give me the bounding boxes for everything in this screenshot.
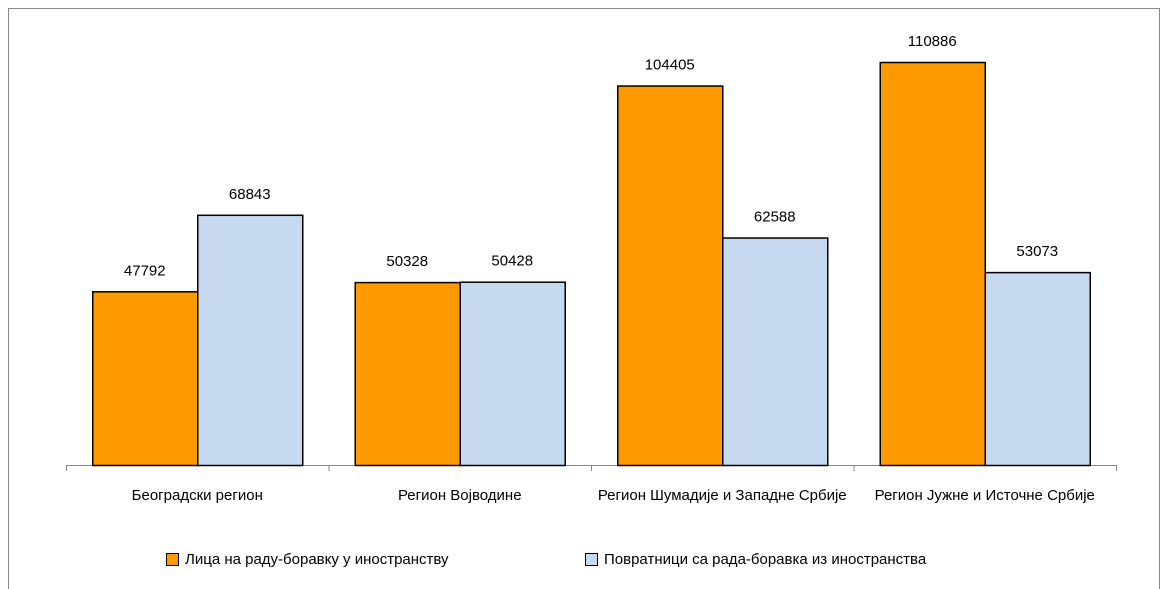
bar — [92, 291, 199, 467]
data-label: 62588 — [754, 209, 796, 226]
data-label: 50428 — [491, 253, 533, 270]
bar — [197, 214, 304, 467]
data-label: 104405 — [645, 57, 695, 74]
bar — [984, 271, 1091, 467]
data-label: 47792 — [124, 262, 166, 279]
legend-label: Повратници са рада-боравка из иностранст… — [604, 551, 927, 568]
bar — [459, 281, 566, 467]
legend-item: Повратници са рада-боравка из иностранст… — [585, 551, 926, 568]
bar — [722, 237, 829, 467]
x-tick-label: Регион Шумадије и Западне Србије — [597, 487, 847, 504]
data-label: 110886 — [908, 33, 957, 50]
legend-label: Лица на раду-боравку у иностранству — [185, 551, 449, 568]
bar — [879, 61, 986, 467]
bar — [617, 85, 724, 467]
x-tick-label: Београдски регион — [131, 487, 263, 504]
x-tick-label: Регион Војводине — [397, 487, 522, 504]
x-tick-label: Регион Јужне и Источне Србије — [874, 487, 1095, 504]
data-label: 53073 — [1016, 243, 1058, 260]
data-label: 68843 — [229, 186, 271, 203]
bar — [354, 281, 461, 467]
legend-swatch — [166, 553, 179, 566]
legend-swatch — [585, 553, 598, 566]
data-label: 50328 — [386, 253, 428, 270]
legend-item: Лица на раду-боравку у иностранству — [166, 551, 449, 568]
